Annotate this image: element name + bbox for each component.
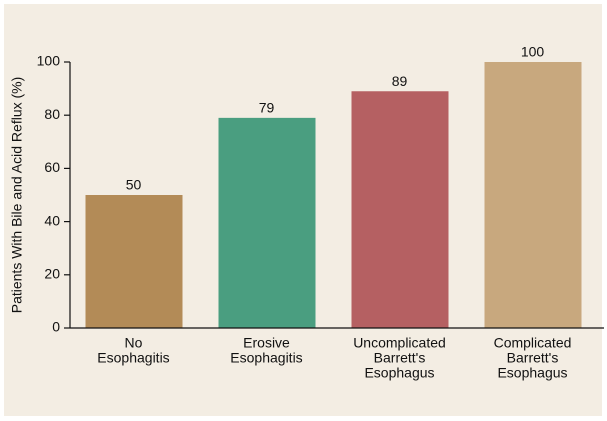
x-tick-label: Esophagitis (230, 350, 302, 366)
data-label: 50 (126, 177, 142, 193)
x-tick-label: Uncomplicated (353, 335, 446, 351)
data-label: 79 (259, 100, 275, 116)
y-tick-label: 40 (44, 212, 60, 228)
bar (85, 195, 183, 328)
data-label: 89 (392, 73, 408, 89)
data-label: 100 (521, 44, 545, 60)
y-axis-label: Patients With Bile and Acid Reflux (%) (9, 77, 25, 314)
x-tick-label: Barrett's (374, 350, 426, 366)
y-tick-label: 60 (44, 159, 60, 175)
y-tick-label: 0 (52, 319, 60, 335)
x-tick-label: Esophagitis (97, 350, 169, 366)
x-tick-label: Esophagus (497, 365, 567, 381)
bar (484, 62, 582, 328)
y-tick-label: 20 (44, 266, 60, 282)
x-tick-label: Erosive (243, 335, 290, 351)
bar (218, 117, 316, 328)
y-tick-label: 100 (37, 53, 61, 69)
x-tick-label: Esophagus (364, 365, 434, 381)
y-tick-label: 80 (44, 106, 60, 122)
bar (351, 91, 449, 328)
x-tick-label: Complicated (494, 335, 572, 351)
x-tick-label: No (125, 335, 143, 351)
x-tick-label: Barrett's (507, 350, 559, 366)
